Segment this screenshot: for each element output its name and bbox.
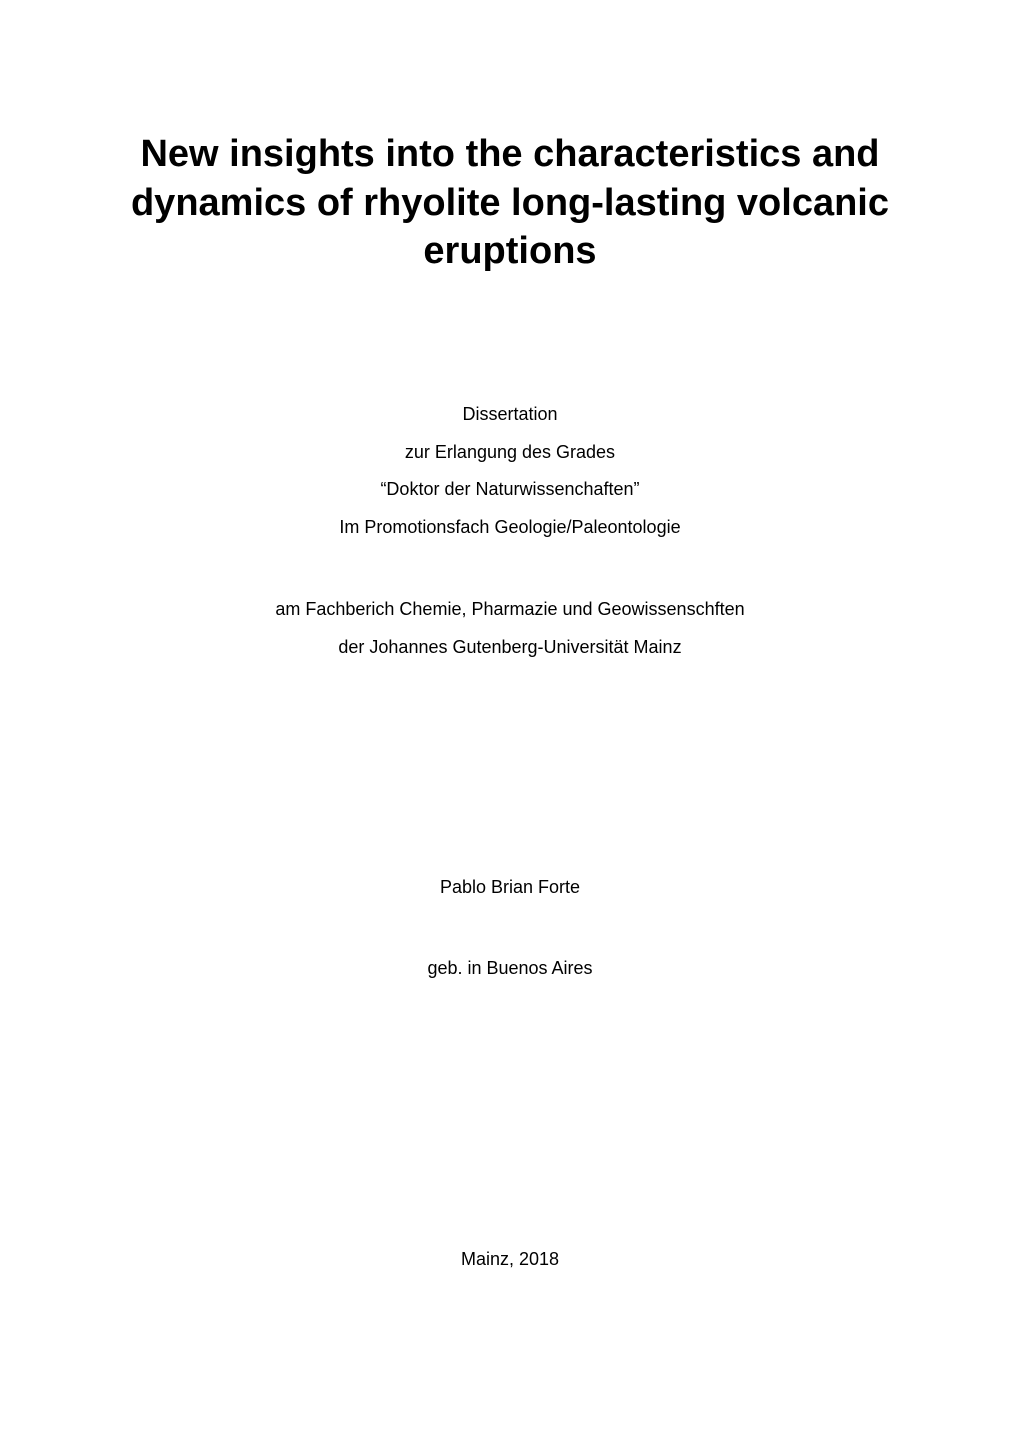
grade-line: zur Erlangung des Grades [339,434,680,472]
birthplace: geb. in Buenos Aires [427,958,592,979]
degree-meta-block: Dissertation zur Erlangung des Grades “D… [339,396,680,547]
place-year: Mainz, 2018 [461,1249,559,1270]
title-page: New insights into the characteristics an… [0,0,1020,1442]
department-line-2: der Johannes Gutenberg-Universität Mainz [275,629,744,667]
dissertation-label: Dissertation [339,396,680,434]
department-block: am Fachberich Chemie, Pharmazie und Geow… [275,591,744,667]
title-line-1: New insights into the characteristics an… [131,130,889,179]
author-name: Pablo Brian Forte [440,877,580,898]
title-line-2: dynamics of rhyolite long-lasting volcan… [131,179,889,228]
title-line-3: eruptions [131,227,889,276]
dissertation-title: New insights into the characteristics an… [131,130,889,276]
doctor-line: “Doktor der Naturwissenchaften” [339,471,680,509]
promo-line: Im Promotionsfach Geologie/Paleontologie [339,509,680,547]
department-line-1: am Fachberich Chemie, Pharmazie und Geow… [275,591,744,629]
